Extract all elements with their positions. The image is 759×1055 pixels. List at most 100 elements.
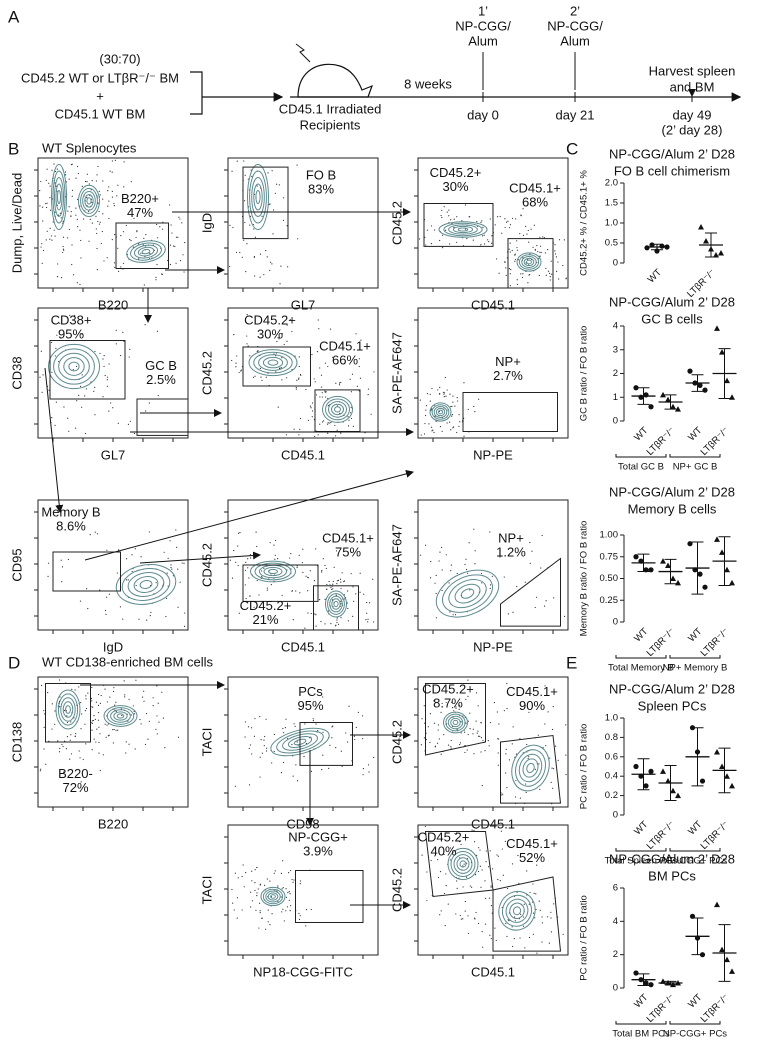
event-dot — [51, 371, 53, 373]
event-dot — [346, 741, 349, 743]
event-dot — [103, 355, 105, 357]
data-point — [670, 575, 676, 581]
event-dot — [243, 160, 245, 162]
event-dot — [251, 753, 253, 755]
event-dot — [469, 712, 471, 714]
event-dot — [507, 919, 509, 921]
event-dot — [138, 243, 140, 245]
event-dot — [256, 892, 258, 894]
event-dot — [298, 554, 300, 556]
event-dot — [78, 750, 80, 752]
event-dot — [490, 938, 493, 940]
error-bar — [718, 747, 731, 794]
x-tick-label: WT — [632, 425, 650, 443]
event-dot — [181, 562, 183, 564]
data-point — [724, 773, 730, 779]
event-dot — [472, 733, 474, 735]
x-axis-label: GL7 — [101, 447, 126, 462]
event-dot — [528, 241, 530, 243]
event-dot — [138, 258, 140, 260]
event-dot — [123, 680, 125, 682]
event-dot — [91, 686, 93, 689]
event-dot — [58, 360, 60, 363]
event-dot — [184, 612, 186, 614]
event-dot — [534, 768, 536, 770]
gate-label: 66% — [332, 352, 358, 367]
event-dot — [46, 230, 48, 232]
data-point — [718, 250, 724, 256]
event-dot — [174, 245, 176, 248]
event-dot — [147, 738, 149, 740]
event-dot — [290, 905, 292, 907]
event-dot — [75, 732, 77, 735]
event-dot — [172, 245, 175, 247]
y-tick-label: 1.5 — [605, 198, 618, 209]
event-dot — [156, 223, 158, 226]
panel-label: D — [8, 653, 20, 672]
event-dot — [175, 262, 177, 264]
event-dot — [265, 718, 267, 720]
contour — [328, 401, 347, 418]
event-dot — [249, 906, 252, 908]
event-dot — [467, 720, 469, 722]
event-dot — [236, 355, 238, 357]
x-axis-label: NP18-CGG-FITC — [253, 964, 353, 979]
event-dot — [563, 615, 566, 617]
event-dot — [515, 753, 518, 755]
event-dot — [324, 390, 326, 392]
event-dot — [156, 685, 158, 687]
event-dot — [500, 830, 503, 832]
event-dot — [99, 352, 101, 355]
event-dot — [563, 239, 566, 241]
event-dot — [62, 236, 65, 238]
gate-label: PCs — [298, 684, 323, 699]
event-dot — [479, 735, 481, 737]
event-dot — [70, 721, 72, 723]
event-dot — [483, 243, 486, 245]
data-point — [714, 748, 720, 755]
event-dot — [91, 720, 93, 722]
event-dot — [98, 726, 100, 728]
event-dot — [231, 359, 233, 362]
event-dot — [164, 747, 166, 749]
event-dot — [54, 235, 56, 237]
x-axis-label: IgD — [103, 639, 123, 654]
event-dot — [373, 756, 375, 759]
event-dot — [112, 690, 115, 693]
event-dot — [449, 421, 451, 423]
event-dot — [365, 619, 367, 621]
event-dot — [130, 240, 132, 242]
event-dot — [231, 170, 233, 172]
event-dot — [295, 388, 298, 390]
event-dot — [475, 692, 478, 694]
event-dot — [472, 239, 474, 241]
data-point — [729, 782, 735, 789]
event-dot — [514, 796, 517, 798]
event-dot — [140, 556, 142, 558]
event-dot — [40, 246, 42, 248]
chart-title: NP-CGG/Alum 2’ D28 — [609, 146, 735, 161]
event-dot — [446, 422, 448, 424]
event-dot — [465, 568, 468, 571]
data-point — [633, 554, 639, 560]
contour — [65, 705, 71, 714]
event-dot — [183, 562, 185, 564]
event-dot — [539, 245, 542, 247]
event-dot — [449, 393, 451, 395]
event-dot — [271, 170, 273, 172]
event-dot — [97, 165, 99, 168]
event-dot — [506, 221, 508, 223]
data-point — [714, 901, 720, 908]
event-dot — [266, 587, 268, 589]
contour — [447, 847, 479, 881]
event-dot — [450, 745, 452, 748]
event-dot — [67, 210, 69, 212]
event-dot — [519, 738, 521, 740]
event-dot — [332, 583, 334, 585]
event-dot — [505, 748, 507, 750]
event-dot — [426, 871, 428, 873]
gate-label: CD45.1+ — [509, 181, 561, 196]
event-dot — [108, 410, 110, 412]
event-dot — [110, 402, 112, 404]
event-dot — [467, 915, 469, 917]
